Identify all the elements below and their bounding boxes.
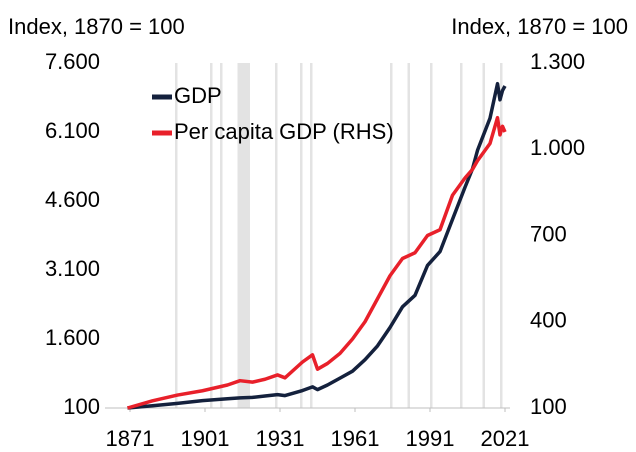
y-tick-label: 7.600 <box>45 49 100 74</box>
shaded-period <box>390 63 393 408</box>
y-tick-label: 3.100 <box>45 256 100 281</box>
y-axis-title: Index, 1870 = 100 <box>8 14 185 39</box>
shaded-period <box>275 63 278 408</box>
shaded-period <box>310 63 313 408</box>
shaded-period <box>460 63 463 408</box>
y2-axis-title: Index, 1870 = 100 <box>451 14 628 39</box>
series-line <box>127 115 507 410</box>
x-tick-label: 1961 <box>331 426 380 451</box>
y-tick-label: 4.600 <box>45 187 100 212</box>
y2-tick-label: 100 <box>530 394 567 419</box>
series-line <box>127 81 507 410</box>
y-tick-label: 100 <box>63 394 100 419</box>
x-tick-label: 1901 <box>181 426 230 451</box>
x-tick-label: 1871 <box>106 426 155 451</box>
x-tick-label: 2021 <box>481 426 530 451</box>
x-tick-label: 1991 <box>406 426 455 451</box>
shaded-period <box>220 63 223 408</box>
shaded-period <box>482 63 485 408</box>
y2-tick-label: 700 <box>530 221 567 246</box>
shaded-period <box>210 63 213 408</box>
shaded-period <box>175 63 178 408</box>
shaded-period <box>300 63 303 408</box>
shaded-period <box>500 63 503 408</box>
y2-tick-label: 400 <box>530 308 567 333</box>
shaded-period <box>407 63 410 408</box>
shaded-period <box>237 63 250 408</box>
legend-label: Per capita GDP (RHS) <box>174 119 394 144</box>
x-tick-label: 1931 <box>256 426 305 451</box>
y-tick-label: 1.600 <box>45 325 100 350</box>
y-tick-label: 6.100 <box>45 118 100 143</box>
y2-tick-label: 1.000 <box>530 135 585 160</box>
y2-tick-label: 1.300 <box>530 49 585 74</box>
legend-label: GDP <box>174 83 222 108</box>
